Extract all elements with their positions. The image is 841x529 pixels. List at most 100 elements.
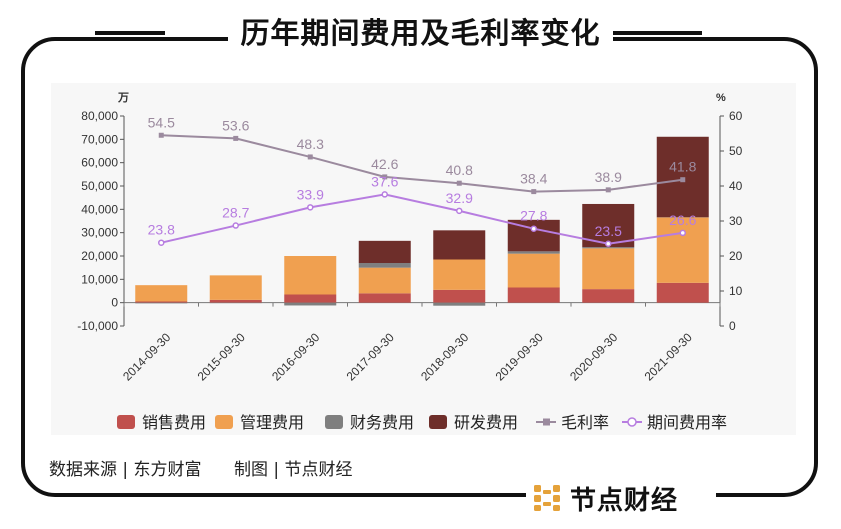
legend-swatch <box>215 415 233 429</box>
bar-segment <box>656 136 709 218</box>
left-tick-label: 0 <box>111 296 118 310</box>
chart-title: 历年期间费用及毛利率变化 <box>228 10 613 52</box>
left-tick-label: 40,000 <box>81 202 118 216</box>
gross-margin-label: 53.6 <box>222 117 249 133</box>
legend-label: 毛利率 <box>561 414 609 432</box>
bar-segment <box>507 253 560 288</box>
left-tick-label: 10,000 <box>81 272 118 286</box>
credit-text: 制图 | 节点财经 <box>233 460 353 480</box>
legend-swatch <box>325 415 343 429</box>
title-rule-right <box>612 31 702 35</box>
x-tick-label: 2015-09-30 <box>195 330 249 384</box>
left-tick-label: 30,000 <box>81 226 118 240</box>
gross-margin-point <box>456 180 462 186</box>
bar-segment <box>358 267 411 294</box>
legend-label: 研发费用 <box>454 414 518 432</box>
bars-group <box>135 136 709 306</box>
bar-segment <box>656 282 709 303</box>
bar-segment <box>209 275 262 300</box>
gross-margin-label: 38.9 <box>595 169 622 185</box>
expense-rate-point <box>307 204 314 211</box>
x-tick-label: 2020-09-30 <box>567 330 621 384</box>
right-axis-unit: % <box>716 92 726 104</box>
expense-rate-label: 26.6 <box>669 212 696 228</box>
expense-rate-label: 27.8 <box>520 208 547 224</box>
legend-label: 期间费用率 <box>647 414 727 432</box>
left-tick-label: -10,000 <box>77 319 118 333</box>
bar-segment <box>284 294 337 303</box>
gross-margin-label: 42.6 <box>371 156 398 172</box>
source-text: 数据来源 | 东方财富 <box>49 460 202 480</box>
expense-rate-point <box>232 222 239 229</box>
right-tick-label: 0 <box>729 319 736 333</box>
left-tick-label: 70,000 <box>81 132 118 146</box>
expense-rate-label: 37.6 <box>371 173 398 189</box>
expense-rate-point <box>158 239 165 246</box>
gross-margin-label: 38.4 <box>520 171 547 187</box>
gross-margin-point <box>233 135 239 141</box>
legend: 销售费用 管理费用 财务费用 研发费用 毛利率 期间费用率 <box>117 414 727 432</box>
bar-segment <box>358 263 411 268</box>
expense-rate-point <box>679 229 686 237</box>
gross-margin-point <box>605 187 611 193</box>
right-tick-label: 10 <box>729 284 743 298</box>
left-tick-label: 20,000 <box>81 249 118 263</box>
expense-rate-point <box>381 191 388 198</box>
expense-rate-point <box>605 240 612 247</box>
legend-label: 销售费用 <box>142 414 206 432</box>
left-axis-unit: 万 <box>117 91 129 104</box>
bar-segment <box>284 256 337 295</box>
bar-segment <box>582 247 635 249</box>
gross-margin-point <box>307 154 313 160</box>
gross-margin-point <box>382 174 388 180</box>
gross-margin-label: 54.5 <box>148 114 175 130</box>
right-tick-label: 40 <box>729 179 743 193</box>
brand-name: 节点财经 <box>570 485 679 516</box>
left-tick-label: 60,000 <box>81 156 118 170</box>
lines-group: 54.5 53.6 48.3 42.6 40.8 38.4 38.9 41.8 23.8 28.7… <box>148 114 697 247</box>
x-tick-label: 2019-09-30 <box>493 330 547 384</box>
left-tick-label: 80,000 <box>81 109 118 123</box>
right-tick-label: 30 <box>729 214 743 228</box>
bar-segment <box>284 302 337 306</box>
gross-margin-line <box>161 134 683 193</box>
gross-margin-label: 41.8 <box>669 159 696 175</box>
legend-swatch <box>429 415 447 429</box>
bar-segment <box>507 287 560 303</box>
gross-margin-point <box>680 177 686 183</box>
gross-margin-label: 48.3 <box>297 136 324 152</box>
left-tick-label: 50,000 <box>81 179 118 193</box>
x-tick-labels: 2014-09-30 2015-09-30 2016-09-30 2017-09-30… <box>120 330 695 384</box>
source-line: 数据来源 | 东方财富 制图 | 节点财经 <box>49 455 353 480</box>
right-tick-label: 20 <box>729 249 743 263</box>
bar-segment <box>433 302 486 306</box>
legend-swatch-marker <box>543 418 550 426</box>
expense-rate-label: 28.7 <box>222 205 249 221</box>
expense-rate-label: 33.9 <box>297 186 324 202</box>
bar-segment <box>582 248 635 290</box>
legend-swatch-marker <box>627 417 637 427</box>
x-tick-label: 2018-09-30 <box>418 330 472 384</box>
expense-rate-label: 23.8 <box>148 222 175 238</box>
expense-rate-label: 23.5 <box>595 223 622 239</box>
right-tick-label: 60 <box>729 109 743 123</box>
bar-segment <box>433 230 486 260</box>
bar-segment <box>433 259 486 290</box>
bar-segment <box>135 285 188 302</box>
x-tick-label: 2017-09-30 <box>344 330 398 384</box>
bar-segment <box>656 217 709 283</box>
gross-margin-point <box>158 132 164 138</box>
expense-rate-point <box>530 225 537 232</box>
gross-margin-label: 40.8 <box>446 162 473 178</box>
brand-badge: 节点财经 <box>526 478 716 518</box>
title-rule-left <box>95 31 165 35</box>
right-tick-label: 50 <box>729 144 743 158</box>
bar-segment <box>433 289 486 303</box>
x-tick-label: 2021-09-30 <box>642 330 696 384</box>
bar-segment <box>135 301 188 303</box>
legend-swatch <box>117 415 135 429</box>
bar-segment <box>582 289 635 303</box>
expense-rate-label: 32.9 <box>446 190 473 206</box>
gross-margin-point <box>531 189 537 195</box>
